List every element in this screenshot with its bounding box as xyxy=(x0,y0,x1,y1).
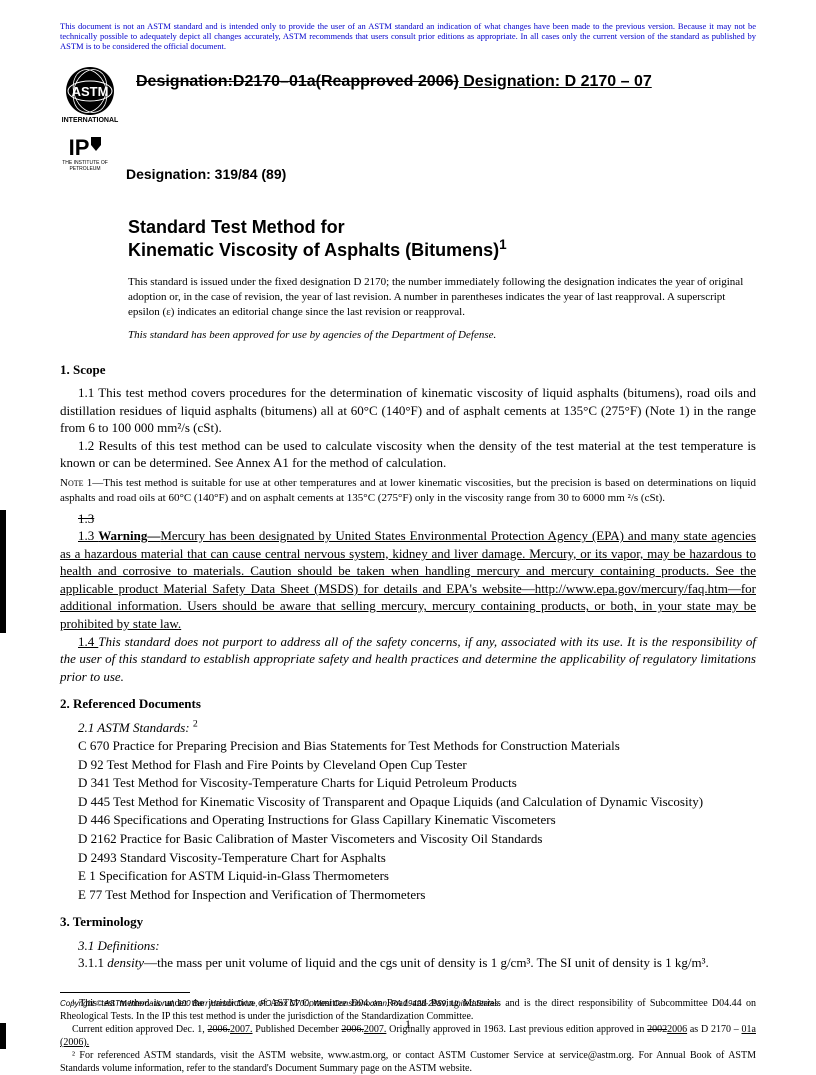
para-1-3: 1.3 Warning—Mercury has been designated … xyxy=(60,527,756,632)
para-1-4-body: This standard does not purport to addres… xyxy=(60,634,756,684)
astm-logo: ASTM INTERNATIONAL xyxy=(60,65,120,129)
note-1: Note 1—This test method is suitable for … xyxy=(60,476,756,506)
designation-secondary: Designation: 319/84 (89) xyxy=(126,165,286,184)
header-row-2: IP THE INSTITUTE OF PETROLEUM Designatio… xyxy=(60,137,756,210)
title-sup: 1 xyxy=(499,237,507,252)
footnote-2: ² For referenced ASTM standards, visit t… xyxy=(60,1049,756,1075)
para-3-1-1: 3.1.1 density—the mass per unit volume o… xyxy=(60,954,756,972)
ip-sub: THE INSTITUTE OF PETROLEUM xyxy=(60,161,110,172)
para-3-1-1-body: —the mass per unit volume of liquid and … xyxy=(144,955,709,970)
para-1-4: 1.4 This standard does not purport to ad… xyxy=(60,633,756,686)
ref-item: D 341 Test Method for Viscosity-Temperat… xyxy=(60,774,756,792)
note-1-body: —This test method is suitable for use at… xyxy=(60,477,756,504)
title-line1: Standard Test Method for xyxy=(128,217,345,237)
warning-label: Warning— xyxy=(98,528,160,543)
copyright-line: Copyright © ASTM International, 100 Barr… xyxy=(60,999,501,1010)
ref-item: E 77 Test Method for Inspection and Veri… xyxy=(60,886,756,904)
term-density: density xyxy=(107,955,144,970)
designation-struck: Designation:D2170–01a(Reapproved 2006) xyxy=(136,73,459,90)
ref-item: D 2162 Practice for Basic Calibration of… xyxy=(60,830,756,848)
note-1-label: Note 1 xyxy=(60,477,92,489)
designation-primary: Designation:D2170–01a(Reapproved 2006) D… xyxy=(136,71,652,93)
section-3-body: 3.1 Definitions: 3.1.1 density—the mass … xyxy=(60,937,756,972)
ref-item: D 446 Specifications and Operating Instr… xyxy=(60,811,756,829)
section-2-body: 2.1 ASTM Standards: 2 C 670 Practice for… xyxy=(60,719,756,903)
page: This document is not an ASTM standard an… xyxy=(0,0,816,1056)
ip-logo: IP THE INSTITUTE OF PETROLEUM xyxy=(60,137,110,172)
section-3-head: 3. Terminology xyxy=(60,913,756,931)
ref-item: D 445 Test Method for Kinematic Viscosit… xyxy=(60,793,756,811)
section-2-head: 2. Referenced Documents xyxy=(60,695,756,713)
change-bar-1-3: 1.3 1.3 Warning—Mercury has been designa… xyxy=(0,510,756,633)
para-1-4-lead: 1.4 xyxy=(78,634,98,649)
ref-item: C 670 Practice for Preparing Precision a… xyxy=(60,737,756,755)
svg-text:INTERNATIONAL: INTERNATIONAL xyxy=(62,117,119,124)
issuance-note: This standard is issued under the fixed … xyxy=(128,275,756,320)
definitions-label: 3.1 Definitions: xyxy=(60,937,756,955)
ref-item: D 2493 Standard Viscosity-Temperature Ch… xyxy=(60,849,756,867)
page-number: 1 xyxy=(0,1016,816,1032)
designation-new: Designation: D 2170 – 07 xyxy=(459,73,652,90)
ip-shield-icon xyxy=(91,137,101,151)
ref-item: E 1 Specification for ASTM Liquid-in-Gla… xyxy=(60,867,756,885)
astm-standards-label: 2.1 ASTM Standards: xyxy=(78,720,190,735)
header-row: ASTM INTERNATIONAL Designation:D2170–01a… xyxy=(60,65,756,129)
ref-sup: 2 xyxy=(193,718,198,729)
para-1-2: 1.2 Results of this test method can be u… xyxy=(60,437,756,472)
section-1-body: 1.1 This test method covers procedures f… xyxy=(60,384,756,472)
ip-text: IP xyxy=(69,137,90,159)
title-line2: Kinematic Viscosity of Asphalts (Bitumen… xyxy=(128,240,499,260)
section-1-head: 1. Scope xyxy=(60,361,756,379)
title-block: Standard Test Method for Kinematic Visco… xyxy=(128,216,756,342)
footnote-rule xyxy=(60,992,190,993)
dod-approval: This standard has been approved for use … xyxy=(128,328,756,343)
svg-text:ASTM: ASTM xyxy=(72,84,109,99)
disclaimer-text: This document is not an ASTM standard an… xyxy=(60,22,756,51)
ref-item: D 92 Test Method for Flash and Fire Poin… xyxy=(60,756,756,774)
struck-1-3: 1.3 xyxy=(60,510,756,528)
para-1-3-body: Mercury has been designated by United St… xyxy=(60,528,756,631)
standard-title: Standard Test Method for Kinematic Visco… xyxy=(128,216,756,261)
para-1-1: 1.1 This test method covers procedures f… xyxy=(60,384,756,437)
